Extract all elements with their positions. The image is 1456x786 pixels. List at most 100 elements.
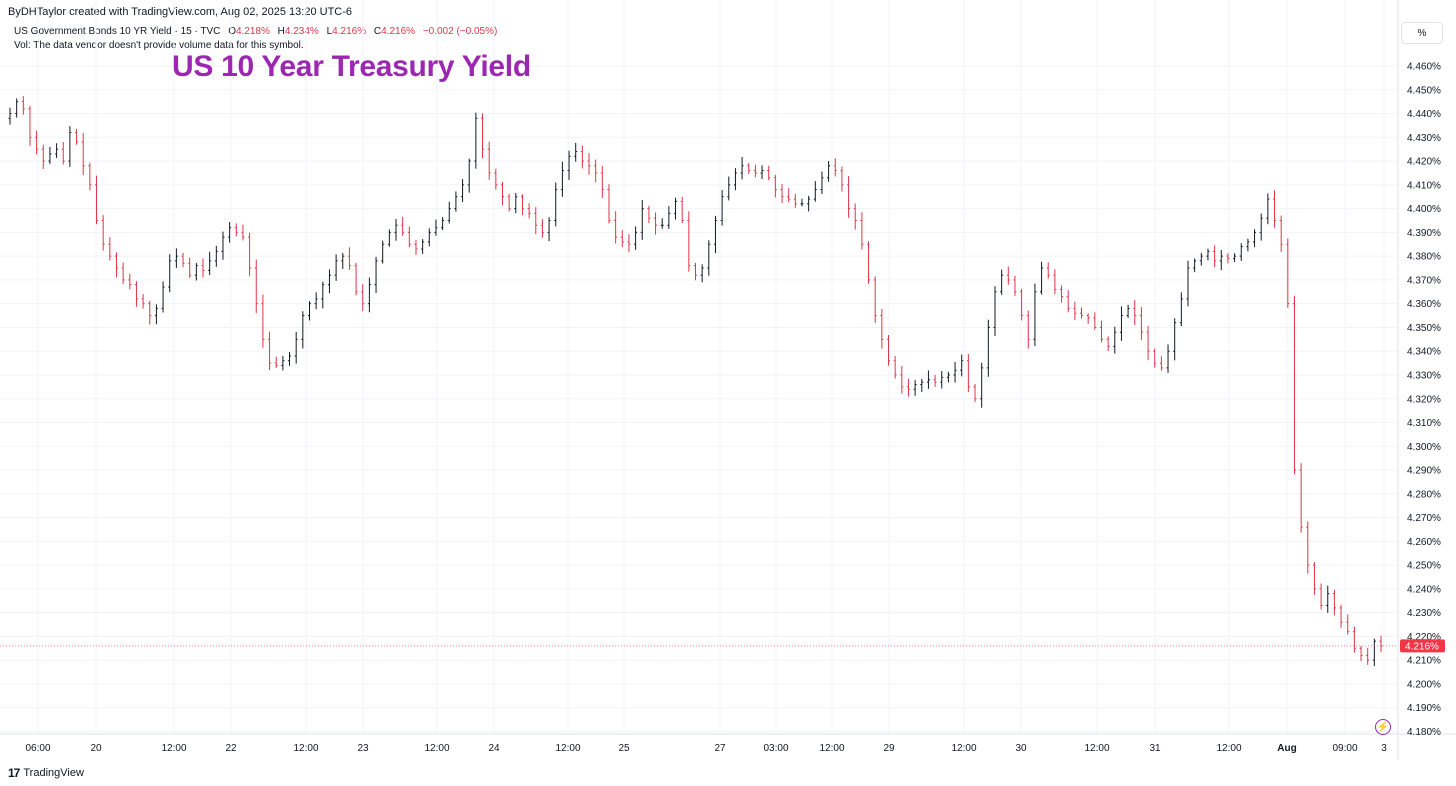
lightning-icon[interactable]: ⚡ (1375, 719, 1391, 735)
y-tick-label: 4.410% (1407, 180, 1441, 191)
ohlc-bar (1173, 318, 1177, 361)
ohlc-bar (1086, 313, 1090, 324)
ohlc-bar (820, 171, 824, 194)
change-value: −0.002 (−0.05%) (422, 26, 498, 37)
ohlc-bar (454, 191, 458, 212)
ohlc-bar (1166, 344, 1170, 373)
ohlc-bar (1352, 626, 1356, 653)
ohlc-bar (887, 334, 891, 366)
brand-label: TradingView (23, 767, 84, 779)
ohlc-bar (667, 206, 671, 229)
ohlc-bar (1279, 215, 1283, 252)
volume-note: Vol: The data vendor doesn't provide vol… (14, 40, 304, 51)
ohlc-bar (134, 281, 138, 307)
x-tick-label: 12:00 (161, 743, 186, 754)
ohlc-bar (1013, 275, 1017, 296)
ohlc-bar (1106, 336, 1110, 352)
y-tick-label: 4.290% (1407, 466, 1441, 477)
ohlc-bar (114, 252, 118, 278)
ohlc-bar (906, 378, 910, 397)
percent-scale-button[interactable]: % (1401, 22, 1443, 44)
ohlc-bar (880, 308, 884, 349)
y-tick-label: 4.180% (1407, 727, 1441, 738)
y-tick-label: 4.430% (1407, 133, 1441, 144)
ohlc-bar (1040, 261, 1044, 295)
ohlc-bar (55, 143, 59, 158)
ohlc-bar (634, 226, 638, 250)
ohlc-bar (401, 216, 405, 236)
ohlc-bar (800, 198, 804, 207)
ohlc-bar (88, 162, 92, 191)
ohlc-bar (248, 232, 252, 276)
tradingview-brand[interactable]: 17 TradingView (8, 766, 84, 780)
ohlc-bar (1339, 604, 1343, 628)
y-tick-label: 4.260% (1407, 537, 1441, 548)
ohlc-bar (1206, 248, 1210, 261)
ohlc-bar (873, 276, 877, 324)
last-price-tag: 4.216% (1400, 639, 1445, 653)
ohlc-bar (840, 166, 844, 192)
ohlc-bar (48, 146, 52, 164)
x-axis[interactable]: 06:00 20 12:00 22 12:00 23 12:00 24 12:00 25 27 03:… (25, 743, 1387, 754)
ohlc-bar (1073, 301, 1077, 321)
ohlc-bar (747, 162, 751, 175)
ohlc-bar (1246, 238, 1250, 252)
y-tick-label: 4.330% (1407, 370, 1441, 381)
ohlc-bar (1266, 193, 1270, 225)
ohlc-bar (288, 352, 292, 366)
y-tick-label: 4.420% (1407, 157, 1441, 168)
ohlc-bar (767, 165, 771, 181)
ohlc-bar (1053, 269, 1057, 294)
ohlc-bar (8, 107, 12, 125)
ohlc-bar (1153, 348, 1157, 368)
last-price-tag-bg (1400, 639, 1445, 653)
ohlc-bar (913, 380, 917, 396)
y-tick-label: 4.230% (1407, 608, 1441, 619)
x-tick-label: 12:00 (1084, 743, 1109, 754)
ohlc-bar (101, 215, 105, 251)
y-tick-label: 4.390% (1407, 228, 1441, 239)
ohlc-bar (441, 216, 445, 231)
ohlc-bar (1312, 561, 1316, 595)
x-tick-label: 31 (1149, 743, 1161, 754)
ohlc-bar (1359, 645, 1363, 662)
ohlc-bar (1139, 307, 1143, 340)
x-tick-label: 30 (1015, 743, 1027, 754)
ohlc-bar (986, 319, 990, 377)
ohlc-bar (1146, 325, 1150, 361)
ohlc-bar (960, 354, 964, 377)
ohlc-bar (21, 96, 25, 115)
symbol-name[interactable]: US Government Bonds 10 YR Yield · 15 · T… (14, 26, 221, 37)
ohlc-bar (28, 105, 32, 146)
ohlc-bar (347, 247, 351, 270)
ohlc-bar (500, 181, 504, 206)
ohlc-bar (274, 356, 278, 369)
ohlc-bar (327, 269, 331, 294)
x-tick-label: 09:00 (1332, 743, 1357, 754)
y-axis[interactable]: 4.460% 4.450% 4.440% 4.430% 4.420% 4.410% 4.40… (1407, 62, 1441, 739)
y-tick-label: 4.360% (1407, 299, 1441, 310)
low-value: 4.216% (332, 26, 367, 37)
ohlc-bar (301, 311, 305, 349)
x-tick-label: 22 (225, 743, 237, 754)
ohlc-bar (1033, 283, 1037, 347)
ohlc-bar (407, 226, 411, 248)
ohlc-bar (694, 263, 697, 281)
chart-title: US 10 Year Treasury Yield (172, 50, 531, 83)
ohlc-bar (587, 153, 591, 175)
ohlc-bar (733, 168, 737, 191)
y-tick-label: 4.460% (1407, 62, 1441, 73)
ohlc-bar (966, 353, 970, 392)
ohlc-bar (567, 150, 571, 180)
x-tick-label: 12:00 (951, 743, 976, 754)
ohlc-bar (600, 166, 604, 198)
ohlc-bar (520, 194, 524, 216)
open-label: O (228, 26, 236, 37)
y-tick-label: 4.310% (1407, 418, 1441, 429)
ohlc-bar (387, 229, 391, 247)
ohlc-bar (75, 128, 79, 145)
ohlc-bar (434, 219, 438, 236)
ohlc-bar (95, 175, 99, 225)
ohlc-bar (421, 239, 425, 254)
